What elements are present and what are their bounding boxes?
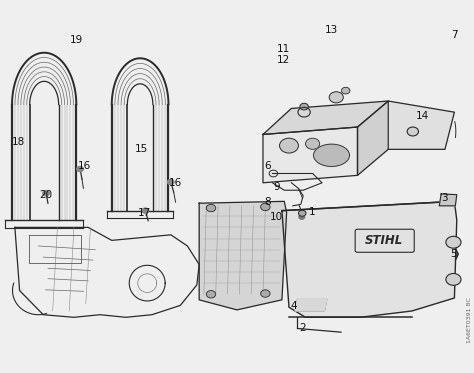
Circle shape [341, 87, 350, 94]
Circle shape [446, 273, 461, 285]
Text: 9: 9 [273, 182, 280, 192]
Circle shape [280, 138, 299, 153]
Text: 20: 20 [39, 190, 52, 200]
Text: 10: 10 [270, 212, 283, 222]
Text: 15: 15 [135, 144, 148, 154]
Circle shape [306, 138, 319, 149]
Polygon shape [314, 144, 349, 166]
Circle shape [142, 208, 149, 213]
Text: 1: 1 [310, 207, 316, 217]
Circle shape [299, 210, 306, 216]
Text: 3: 3 [441, 193, 447, 203]
Text: 8: 8 [264, 197, 271, 207]
Text: 17: 17 [138, 207, 152, 217]
Text: 6: 6 [264, 161, 271, 171]
Text: STIHL: STIHL [365, 234, 402, 247]
Text: 5: 5 [450, 249, 457, 259]
Text: 18: 18 [12, 137, 25, 147]
Text: 16: 16 [78, 161, 91, 171]
Text: 11: 11 [277, 44, 290, 54]
Polygon shape [295, 300, 327, 311]
Circle shape [299, 215, 305, 219]
Circle shape [261, 203, 270, 211]
Polygon shape [282, 201, 457, 317]
Circle shape [446, 236, 461, 248]
Polygon shape [388, 101, 455, 149]
Polygon shape [263, 101, 388, 135]
Circle shape [206, 291, 216, 298]
Text: 19: 19 [70, 35, 83, 45]
Text: 16: 16 [169, 178, 182, 188]
Polygon shape [439, 194, 457, 206]
Polygon shape [263, 127, 357, 183]
Circle shape [300, 103, 309, 110]
Text: 14: 14 [416, 111, 429, 121]
Circle shape [77, 166, 83, 172]
Text: 1A6ET0391 8C: 1A6ET0391 8C [467, 297, 473, 342]
Polygon shape [357, 101, 388, 175]
Circle shape [407, 127, 419, 136]
Circle shape [261, 290, 270, 297]
Text: 13: 13 [325, 25, 338, 35]
Circle shape [206, 204, 216, 212]
Circle shape [43, 191, 49, 196]
Circle shape [167, 179, 174, 185]
Circle shape [329, 92, 343, 103]
Polygon shape [199, 201, 287, 310]
Text: 4: 4 [291, 301, 297, 311]
Text: 7: 7 [451, 30, 458, 40]
Text: 12: 12 [277, 55, 290, 65]
Text: 2: 2 [299, 323, 306, 333]
